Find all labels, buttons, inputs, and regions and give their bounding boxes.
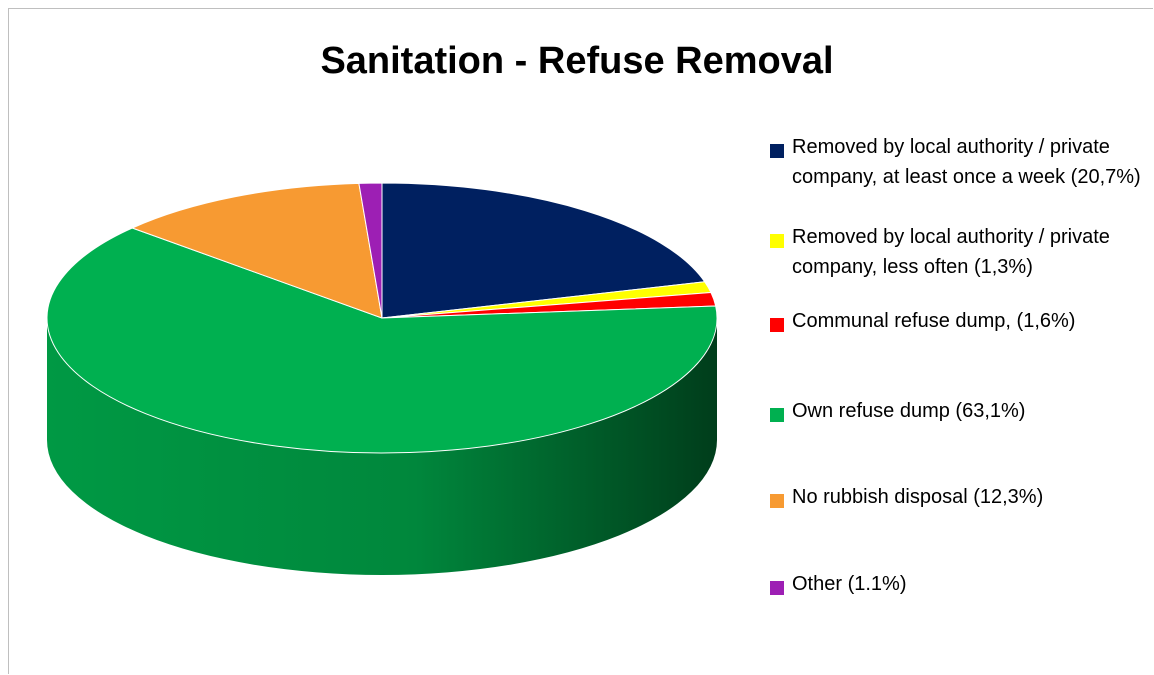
legend-swatch-other [770,581,784,595]
pie-slice-own-dump [46,227,718,454]
chart-area [8,8,1153,674]
legend-label-other: Other (1.1%) [792,573,907,595]
legend-swatch-own-dump [770,408,784,422]
chart-title: Sanitation - Refuse Removal [320,40,834,82]
legend-swatch-no-disposal [770,494,784,508]
legend-label-own-dump: Own refuse dump (63,1%) [792,400,1026,422]
pie-slice-weekly [381,182,706,319]
legend-swatch-weekly [770,144,784,158]
legend-label-communal-dump: Communal refuse dump, (1,6%) [792,310,1076,332]
pie-slice-other [358,182,383,319]
legend-label-less-often: Removed by local authority / private com… [792,226,1110,278]
legend-swatch-less-often [770,234,784,248]
pie-side-own-dump [47,318,717,575]
legend-label-weekly: Removed by local authority / private com… [792,136,1141,188]
pie-slice-no-disposal [131,182,383,319]
legend-label-no-disposal: No rubbish disposal (12,3%) [792,486,1044,508]
legend-swatch-communal-dump [770,318,784,332]
